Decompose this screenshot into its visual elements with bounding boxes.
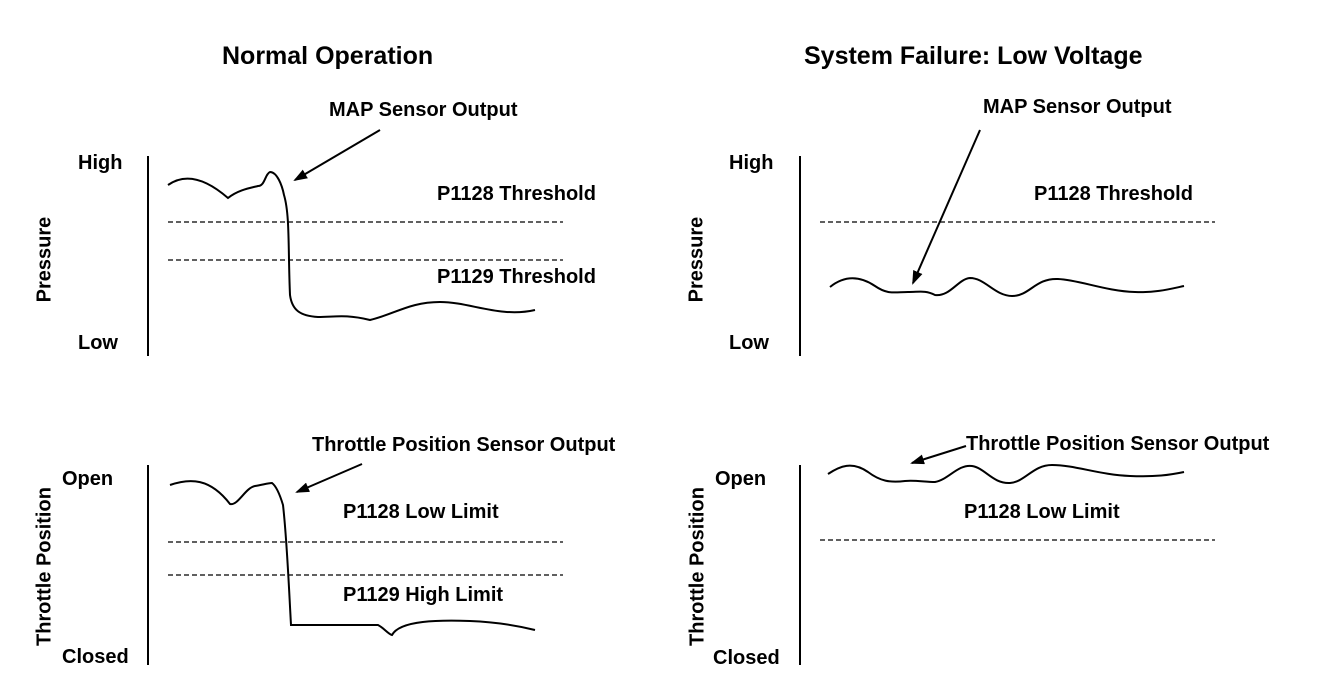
normal-map-y-low-label: Low — [78, 332, 118, 354]
failure-tps-callout-arrow — [910, 445, 967, 465]
failure-map-callout-label: MAP Sensor Output — [983, 96, 1172, 118]
normal-map-callout-label: MAP Sensor Output — [329, 99, 518, 121]
failure-tps-axis-label: Throttle Position — [686, 487, 709, 646]
failure-tps-signal-trace — [827, 463, 1185, 485]
failure-tps-limit-p1128-label: P1128 Low Limit — [964, 501, 1120, 523]
failure-map-callout-arrow — [912, 129, 981, 285]
normal-map-threshold-p1128-label: P1128 Threshold — [437, 183, 596, 205]
failure-map-threshold-p1128-label: P1128 Threshold — [1034, 183, 1193, 205]
normal-tps-callout-label: Throttle Position Sensor Output — [312, 434, 616, 456]
normal-tps-limit-p1128-label: P1128 Low Limit — [343, 501, 499, 523]
failure-tps-callout-label: Throttle Position Sensor Output — [966, 433, 1270, 455]
normal-tps-signal-trace — [169, 480, 536, 637]
normal-tps-y-low-label: Closed — [62, 646, 129, 668]
normal-tps-callout-arrow — [295, 463, 363, 493]
normal-tps-y-high-label: Open — [62, 468, 114, 490]
normal-map-signal-trace — [167, 170, 536, 322]
failure-map-y-high-label: High — [729, 152, 774, 174]
normal-map-callout-arrow — [293, 129, 381, 182]
failure-title: System Failure: Low Voltage — [804, 42, 1143, 70]
normal-map-axis-label: Pressure — [33, 216, 56, 303]
normal-tps-limit-p1129-label: P1129 High Limit — [343, 584, 504, 606]
failure-map-y-low-label: Low — [729, 332, 769, 354]
failure-tps-y-low-label: Closed — [713, 647, 780, 669]
failure-map-signal-trace — [829, 276, 1185, 298]
normal-map-threshold-p1129-label: P1129 Threshold — [437, 266, 596, 288]
normal-operation-title: Normal Operation — [222, 42, 434, 70]
normal-map-y-high-label: High — [78, 152, 123, 174]
failure-tps-y-high-label: Open — [715, 468, 767, 490]
failure-map-axis-label: Pressure — [685, 216, 708, 303]
normal-tps-axis-label: Throttle Position — [33, 487, 56, 646]
